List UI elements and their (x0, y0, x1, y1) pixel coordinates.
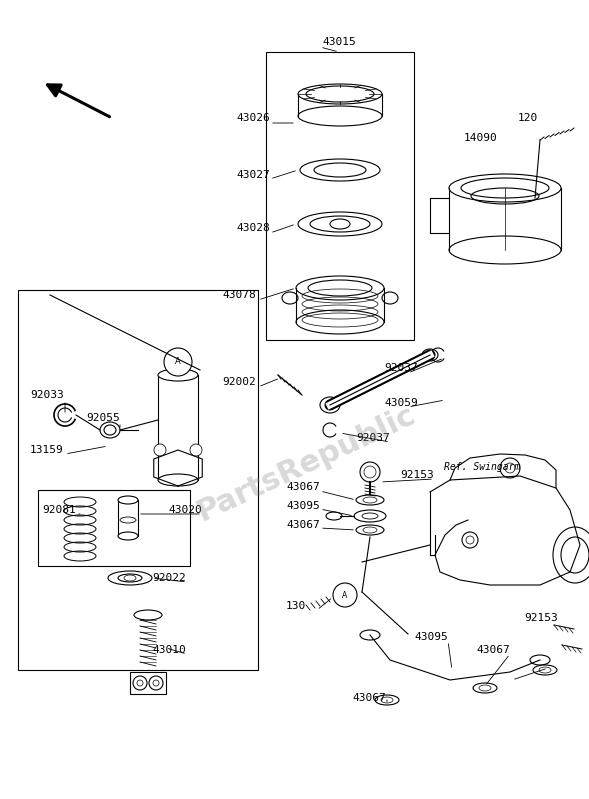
Ellipse shape (356, 495, 384, 505)
Ellipse shape (314, 163, 366, 177)
Text: 43026: 43026 (236, 113, 270, 123)
Ellipse shape (133, 676, 147, 690)
Ellipse shape (553, 527, 589, 583)
Ellipse shape (326, 512, 342, 520)
Ellipse shape (134, 610, 162, 620)
Ellipse shape (118, 574, 142, 582)
Ellipse shape (533, 665, 557, 675)
Text: PartsRepublic: PartsRepublic (192, 400, 421, 527)
Text: A: A (175, 357, 181, 367)
Text: 92033: 92033 (30, 390, 64, 400)
Ellipse shape (462, 532, 478, 548)
Ellipse shape (108, 571, 152, 585)
Ellipse shape (360, 630, 380, 640)
Text: 43067: 43067 (286, 520, 320, 530)
Ellipse shape (354, 510, 386, 522)
Text: 92037: 92037 (356, 433, 390, 443)
Ellipse shape (282, 292, 298, 304)
Text: 92002: 92002 (222, 377, 256, 387)
Text: 13159: 13159 (30, 445, 64, 455)
Ellipse shape (137, 680, 143, 686)
Ellipse shape (530, 655, 550, 665)
Ellipse shape (375, 695, 399, 705)
Ellipse shape (310, 216, 370, 232)
Text: 14090: 14090 (464, 133, 498, 143)
Text: 43067: 43067 (476, 645, 509, 655)
Text: 92081: 92081 (42, 505, 76, 515)
Ellipse shape (158, 474, 198, 486)
Ellipse shape (422, 349, 438, 361)
Text: 43095: 43095 (414, 632, 448, 642)
Ellipse shape (333, 583, 357, 607)
Bar (18, 290, 258, 670)
Ellipse shape (298, 84, 382, 104)
Bar (141, 615, 155, 619)
Ellipse shape (158, 369, 198, 381)
Ellipse shape (382, 292, 398, 304)
Ellipse shape (473, 683, 497, 693)
Ellipse shape (118, 496, 138, 504)
Bar (266, 52, 414, 340)
Text: Ref. Swingarm: Ref. Swingarm (444, 462, 520, 472)
Text: 92153: 92153 (524, 613, 558, 623)
Text: 92055: 92055 (86, 413, 120, 423)
Text: 43067: 43067 (286, 482, 320, 492)
Bar (38, 490, 190, 566)
Ellipse shape (118, 532, 138, 540)
Ellipse shape (296, 276, 384, 300)
Ellipse shape (149, 676, 163, 690)
Text: 43067: 43067 (352, 693, 386, 703)
Text: 43020: 43020 (168, 505, 202, 515)
Text: 43028: 43028 (236, 223, 270, 233)
Text: 92153: 92153 (400, 470, 434, 480)
Text: 43010: 43010 (152, 645, 186, 655)
Ellipse shape (320, 397, 340, 413)
Bar (158, 375, 198, 480)
Text: 43078: 43078 (222, 290, 256, 300)
Text: 92022: 92022 (152, 573, 186, 583)
Text: 43015: 43015 (322, 37, 356, 47)
Ellipse shape (164, 348, 192, 376)
Ellipse shape (362, 513, 378, 519)
Text: 43059: 43059 (384, 398, 418, 408)
Text: A: A (342, 590, 348, 599)
Ellipse shape (449, 174, 561, 202)
Ellipse shape (100, 422, 120, 438)
Ellipse shape (153, 680, 159, 686)
Ellipse shape (360, 462, 380, 482)
Ellipse shape (190, 444, 202, 456)
Text: 43095: 43095 (286, 501, 320, 511)
Ellipse shape (449, 236, 561, 264)
Ellipse shape (561, 537, 589, 573)
Ellipse shape (330, 219, 350, 229)
Ellipse shape (298, 106, 382, 126)
Ellipse shape (300, 159, 380, 181)
Bar (130, 672, 166, 694)
Text: 130: 130 (286, 601, 306, 611)
Text: 43027: 43027 (236, 170, 270, 180)
Ellipse shape (296, 310, 384, 334)
Bar (118, 500, 138, 536)
Ellipse shape (500, 458, 520, 478)
Ellipse shape (298, 212, 382, 236)
Ellipse shape (356, 525, 384, 535)
Text: 120: 120 (518, 113, 538, 123)
Ellipse shape (154, 444, 166, 456)
Text: 92037: 92037 (384, 363, 418, 373)
